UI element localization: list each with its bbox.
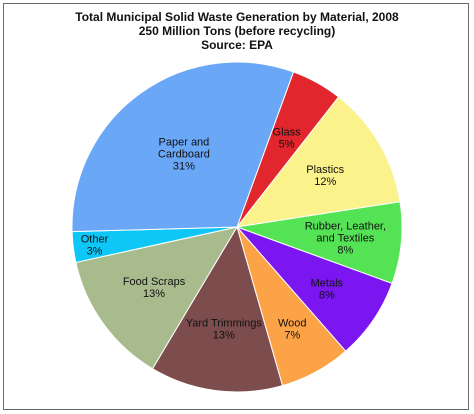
slice-label-plastics: Plastics 12%	[306, 164, 344, 188]
chart-titles: Total Municipal Solid Waste Generation b…	[0, 10, 474, 52]
pie-slice-paper-and-cardboard	[71, 61, 295, 233]
slice-label-yard-trimmings: Yard Trimmings 13%	[186, 317, 263, 341]
slice-label-paper-and-cardboard: Paper and Cardboard 31%	[158, 136, 210, 172]
slice-label-wood: Wood 7%	[278, 317, 307, 341]
slice-label-glass: Glass 5%	[273, 127, 302, 151]
pie-slice-yard-trimmings	[151, 225, 284, 393]
chart-subtitle: 250 Million Tons (before recycling)	[138, 24, 336, 38]
slice-label-food-scraps: Food Scraps 13%	[123, 276, 186, 300]
slice-label-rubber-leather-and-textiles: Rubber, Leather, and Textiles 8%	[305, 221, 386, 257]
pie-slice-food-scraps	[75, 226, 239, 370]
slice-label-other: Other 3%	[81, 233, 109, 257]
chart-title: Total Municipal Solid Waste Generation b…	[75, 10, 399, 24]
chart-source: Source: EPA	[201, 38, 273, 52]
pie-slice-plastics	[235, 96, 401, 228]
slice-label-metals: Metals 8%	[311, 278, 344, 302]
